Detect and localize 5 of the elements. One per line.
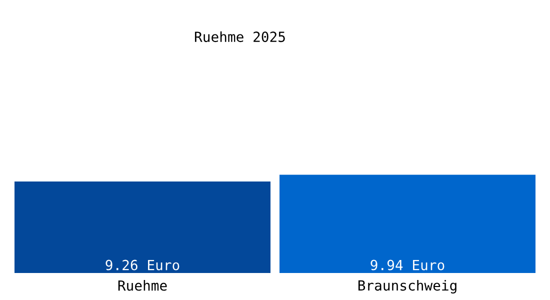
- x-tick-label: Braunschweig: [358, 280, 456, 294]
- data-label: 9.94 Euro: [370, 260, 444, 270]
- chart-title: Ruehme 2025: [194, 31, 285, 42]
- x-tick-label: Ruehme: [118, 280, 167, 291]
- data-label: 9.26 Euro: [106, 260, 180, 270]
